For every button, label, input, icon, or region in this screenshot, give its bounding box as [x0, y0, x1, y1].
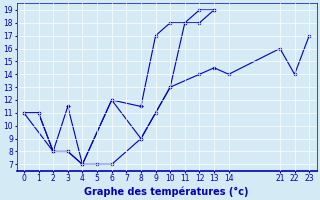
X-axis label: Graphe des températures (°c): Graphe des températures (°c): [84, 186, 249, 197]
